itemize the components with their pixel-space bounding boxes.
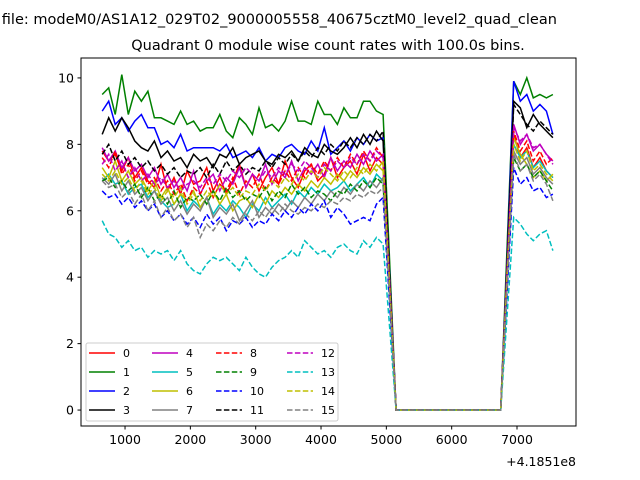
legend-label-14: 14 xyxy=(321,385,335,398)
series-line-9 xyxy=(101,154,554,411)
y-tick-label: 10 xyxy=(58,70,74,85)
x-tick-label: 3000 xyxy=(240,432,272,447)
plot-frame xyxy=(80,57,577,427)
series-line-15 xyxy=(101,154,554,411)
legend-label-12: 12 xyxy=(321,347,335,360)
x-tick-label: 5000 xyxy=(370,432,402,447)
legend-label-10: 10 xyxy=(250,385,264,398)
x-tick-label: 7000 xyxy=(501,432,533,447)
x-tick-label: 6000 xyxy=(436,432,468,447)
series-lines xyxy=(101,74,554,411)
x-axis: 1000 2000 3000 4000 5000 6000 7000 xyxy=(109,426,533,447)
figure-suptitle: n file: modeM0/AS1A12_029T02_9000005558_… xyxy=(0,12,557,28)
legend-label-15: 15 xyxy=(321,404,335,417)
legend-label-6: 6 xyxy=(186,385,193,398)
legend-label-2: 2 xyxy=(123,385,130,398)
y-tick-label: 2 xyxy=(66,336,74,351)
y-tick-label: 0 xyxy=(66,403,74,418)
y-tick-label: 6 xyxy=(66,203,74,218)
legend-box xyxy=(85,342,339,422)
legend-label-11: 11 xyxy=(250,404,264,417)
legend-label-13: 13 xyxy=(321,366,335,379)
legend-label-1: 1 xyxy=(123,366,130,379)
y-axis: 0 2 4 6 8 10 xyxy=(58,70,81,418)
legend-label-4: 4 xyxy=(186,347,193,360)
x-tick-label: 4000 xyxy=(305,432,337,447)
legend-label-9: 9 xyxy=(250,366,257,379)
y-tick-label: 8 xyxy=(66,137,74,152)
chart-title: Quadrant 0 module wise count rates with … xyxy=(131,38,525,54)
y-tick-label: 4 xyxy=(66,270,74,285)
legend-label-8: 8 xyxy=(250,347,257,360)
x-tick-label: 1000 xyxy=(109,432,141,447)
legend-label-5: 5 xyxy=(186,366,193,379)
series-line-14 xyxy=(101,144,554,411)
x-offset-label: +4.1851e8 xyxy=(506,454,576,469)
legend-label-0: 0 xyxy=(123,347,130,360)
x-tick-label: 2000 xyxy=(174,432,206,447)
legend-label-7: 7 xyxy=(186,404,193,417)
legend-label-3: 3 xyxy=(123,404,130,417)
